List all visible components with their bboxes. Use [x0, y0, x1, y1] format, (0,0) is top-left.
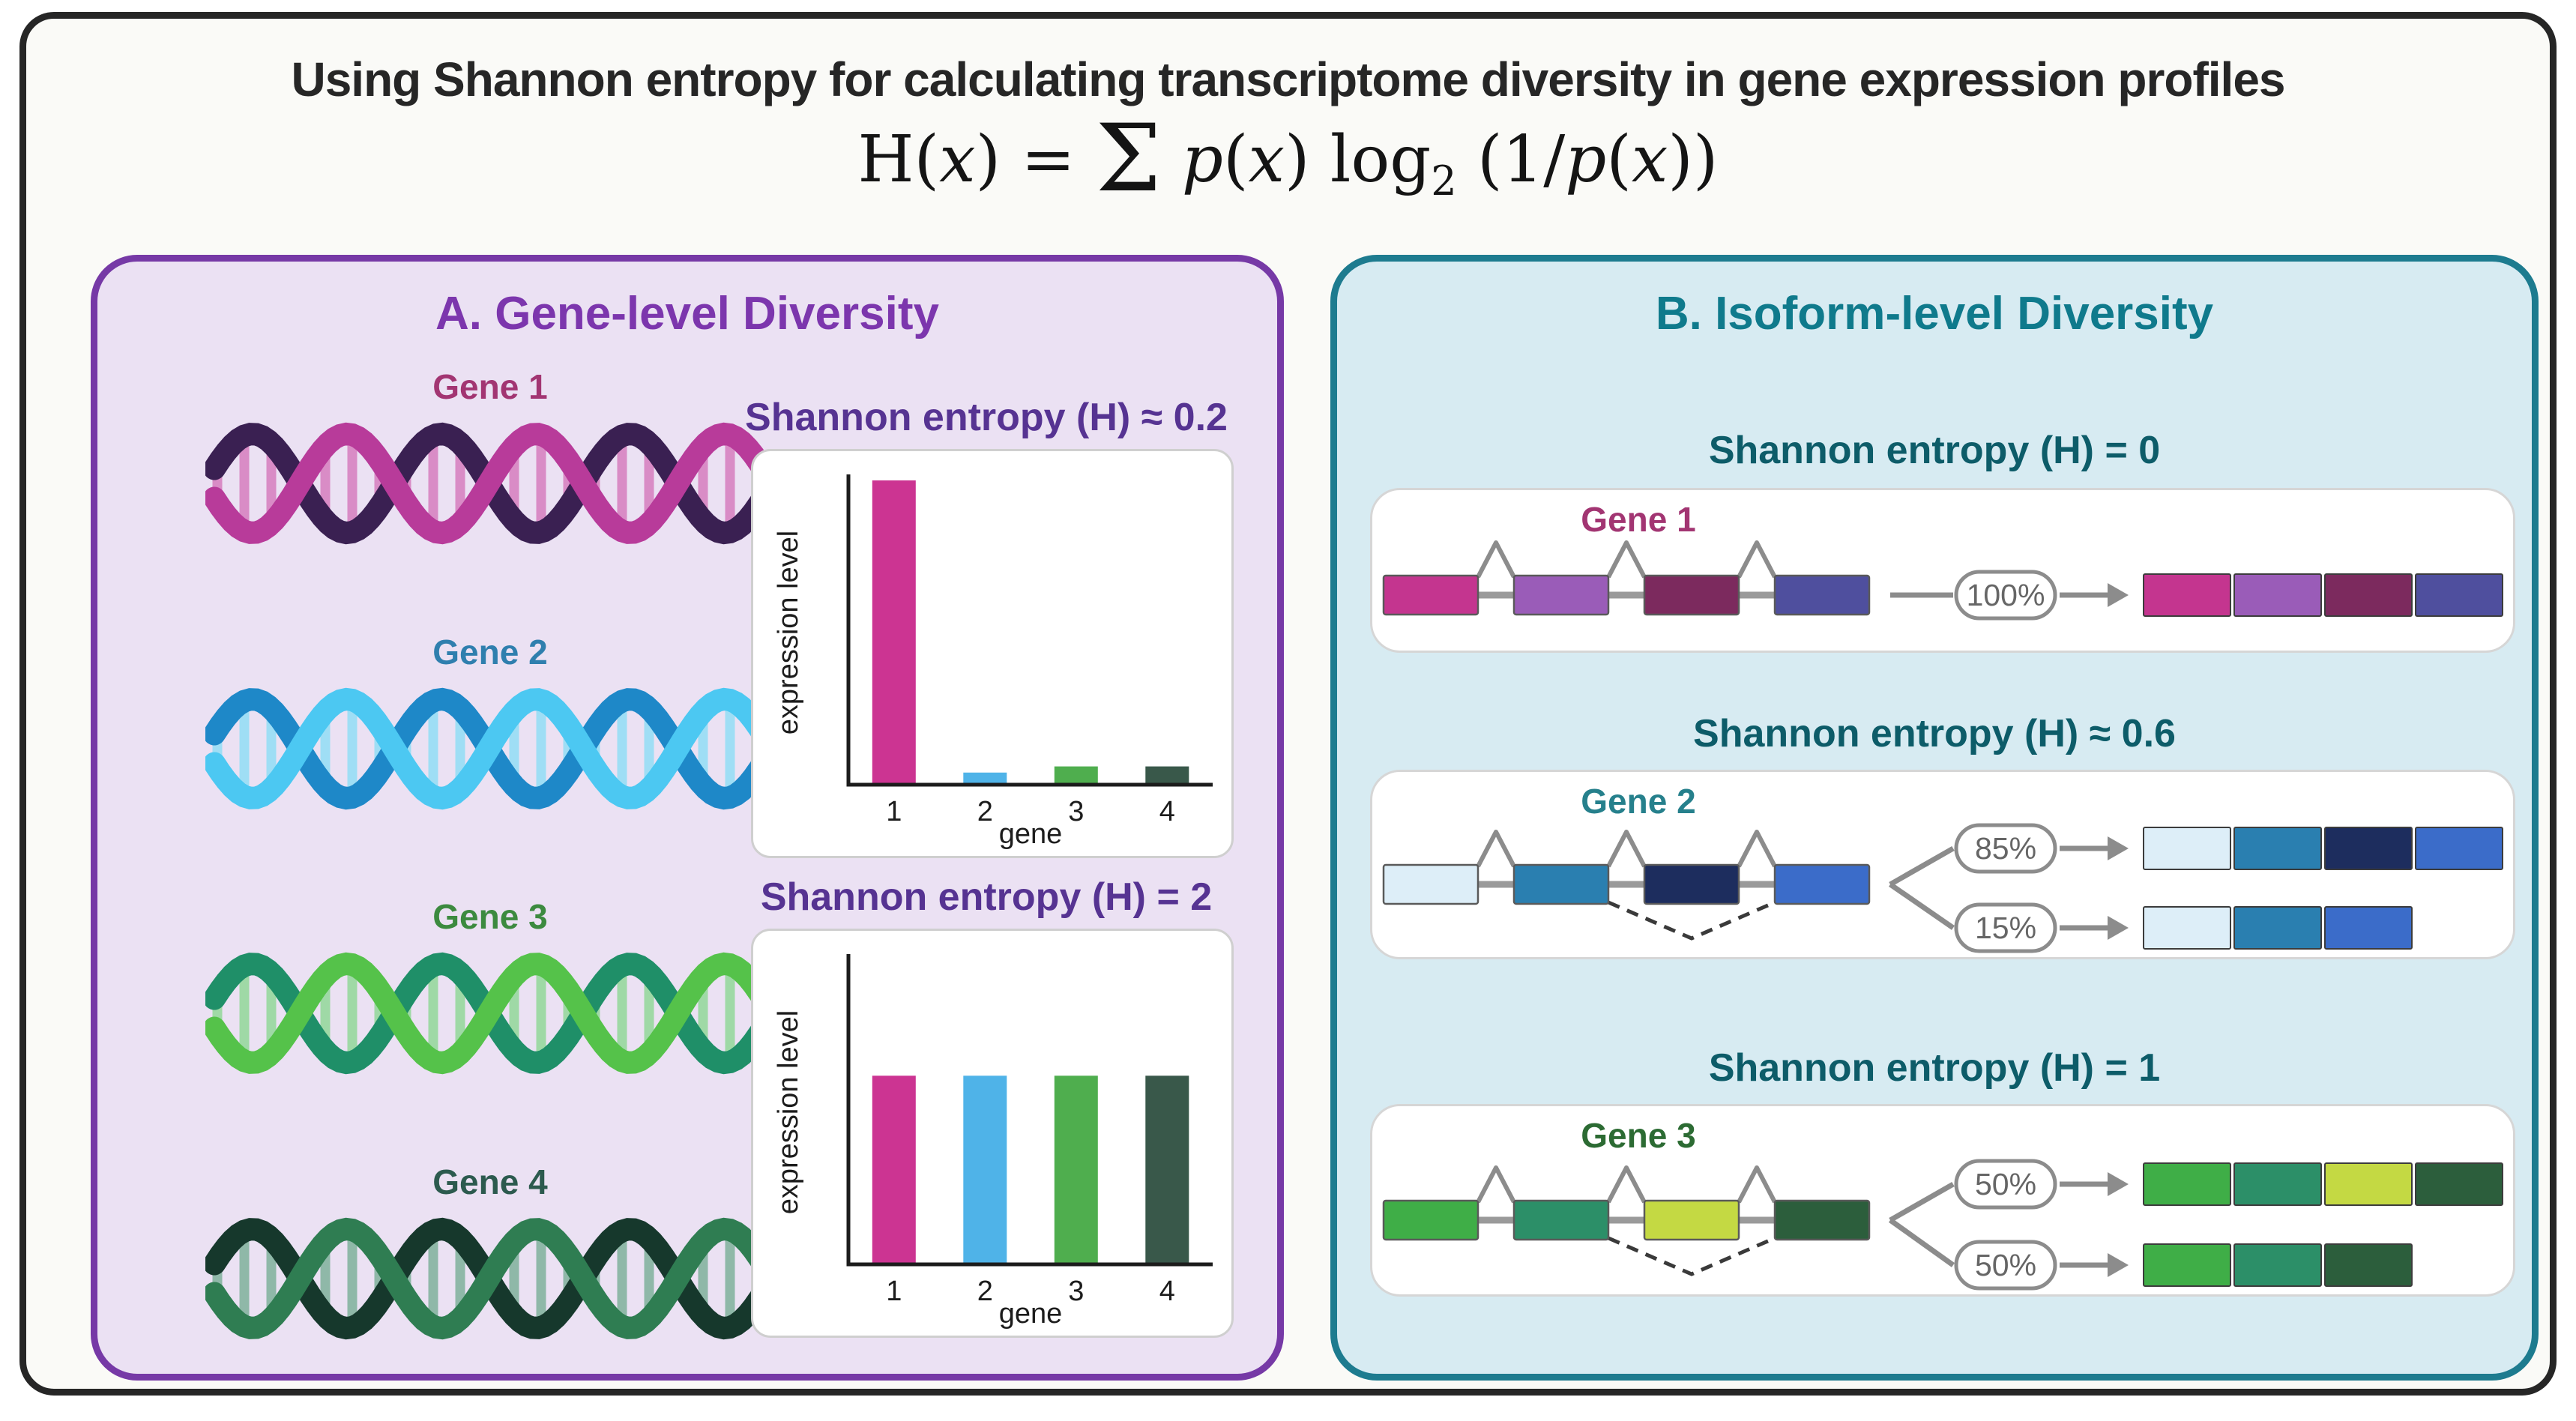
svg-text:3: 3 [1068, 1276, 1084, 1307]
dna-helix-illustration [203, 1204, 777, 1357]
dna-helix-svg [203, 953, 777, 1075]
gene-row: Gene 1 [203, 366, 777, 562]
svg-text:gene: gene [999, 818, 1063, 850]
formula-part: )) [1668, 122, 1719, 197]
gene-label: Gene 3 [432, 897, 548, 937]
svg-text:1: 1 [886, 1276, 902, 1307]
formula-part: p [1181, 122, 1223, 197]
svg-text:4: 4 [1159, 796, 1175, 827]
svg-text:2: 2 [977, 796, 993, 827]
entropy-heading: Shannon entropy (H) = 0 [1708, 429, 2161, 472]
formula-part [1162, 122, 1182, 197]
panel-b-title: B. Isoform-level Diversity [1655, 288, 2214, 340]
isoform-splicing-svg: 85% 15% [1382, 823, 2503, 953]
formula-part: (1/ [1456, 122, 1566, 197]
isoform-diagram-box: Gene 3 50% 50% [1370, 1104, 2515, 1297]
bar-chart-svg: expression level 1 2 3 4 gene [773, 474, 1213, 850]
gene-label: Gene 1 [432, 367, 548, 406]
gene-row: Gene 2 [203, 632, 777, 827]
entropy-heading: Shannon entropy (H) = 1 [1708, 1046, 2161, 1090]
gene-label: Gene 4 [432, 1162, 548, 1201]
svg-text:4: 4 [1159, 1276, 1175, 1307]
dna-helix-svg [203, 1217, 777, 1340]
svg-text:3: 3 [1068, 796, 1084, 827]
expression-bar-chart-high-entropy: expression level 1 2 3 4 gene [751, 929, 1234, 1338]
formula-part: p [1565, 122, 1607, 197]
panel-isoform-level-diversity: B. Isoform-level Diversity Shannon entro… [1330, 255, 2539, 1381]
main-title: Using Shannon entropy for calculating tr… [291, 52, 2285, 106]
dna-helix-illustration [203, 408, 777, 562]
formula-part: Σ [1095, 105, 1162, 213]
infographic-card: Using Shannon entropy for calculating tr… [19, 12, 2557, 1396]
formula-part: x [1631, 122, 1668, 197]
svg-text:85%: 85% [1975, 831, 2036, 866]
formula-part: ( [1222, 122, 1249, 197]
panel-a-title: A. Gene-level Diversity [435, 288, 939, 340]
isoform-splicing-svg: 100% [1382, 540, 2503, 621]
gene-label: Gene 2 [432, 632, 548, 672]
panel-gene-level-diversity: A. Gene-level Diversity Gene 1 Gene 2 Ge… [91, 255, 1284, 1381]
formula-part: H( [857, 122, 940, 197]
expression-bar-chart-low-entropy: expression level 1 2 3 4 gene [751, 449, 1234, 858]
formula-part: x [1248, 122, 1285, 197]
gene-helix-list: Gene 1 Gene 2 Gene 3 Gene 4 [160, 366, 820, 1357]
gene-label: Gene 1 [1581, 500, 1696, 539]
svg-text:expression level: expression level [773, 531, 804, 734]
dna-helix-illustration [203, 938, 777, 1092]
svg-text:50%: 50% [1975, 1248, 2036, 1282]
gene-row: Gene 4 [203, 1162, 777, 1357]
svg-text:expression level: expression level [773, 1010, 804, 1214]
svg-text:100%: 100% [1967, 578, 2045, 612]
formula-part: ) log [1285, 122, 1432, 197]
svg-text:2: 2 [977, 1276, 993, 1307]
chart1-title: Shannon entropy (H) ≈ 0.2 [745, 396, 1228, 439]
svg-text:1: 1 [886, 796, 902, 827]
formula-part: x [939, 122, 976, 197]
gene-label: Gene 3 [1581, 1116, 1696, 1155]
svg-text:50%: 50% [1975, 1167, 2036, 1201]
bar-chart-svg: expression level 1 2 3 4 gene [773, 954, 1213, 1330]
dna-helix-illustration [203, 674, 777, 827]
entropy-heading: Shannon entropy (H) ≈ 0.6 [1693, 712, 2176, 755]
dna-helix-svg [203, 422, 777, 545]
gene-row: Gene 3 [203, 896, 777, 1092]
formula-part: ( [1606, 122, 1632, 197]
formula-part: 2 [1431, 157, 1457, 205]
svg-text:gene: gene [999, 1298, 1063, 1330]
dna-helix-svg [203, 687, 777, 809]
shannon-entropy-formula: H(x) = Σ p(x) log2 (1/p(x)) [26, 112, 2550, 205]
svg-text:15%: 15% [1975, 911, 2036, 945]
isoform-splicing-svg: 50% 50% [1382, 1159, 2503, 1291]
gene-label: Gene 2 [1581, 782, 1696, 821]
chart2-title: Shannon entropy (H) = 2 [760, 875, 1213, 919]
isoform-diagram-box: Gene 2 85% 15% [1370, 770, 2515, 959]
isoform-diagram-box: Gene 1 100% [1370, 488, 2515, 653]
formula-part: ) = [975, 122, 1096, 197]
